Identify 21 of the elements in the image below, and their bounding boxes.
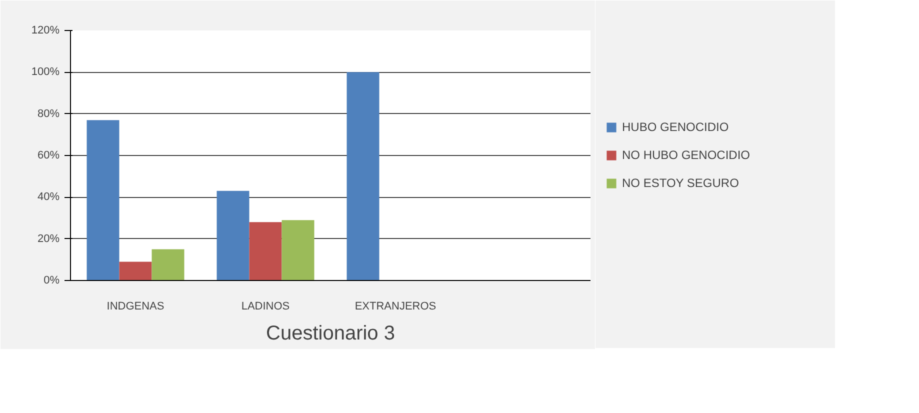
- x-tick-label: LADINOS: [241, 300, 290, 312]
- x-tick-label: INDGENAS: [106, 300, 164, 312]
- bar: [249, 222, 282, 280]
- legend-label: NO HUBO GENOCIDIO: [622, 148, 750, 162]
- bar: [152, 249, 184, 280]
- bar: [119, 262, 152, 280]
- legend-label: NO ESTOY SEGURO: [622, 176, 739, 190]
- x-tick-label: EXTRANJEROS: [354, 300, 436, 312]
- bar: [86, 120, 120, 280]
- bar: [282, 220, 314, 280]
- y-tick-label: 80%: [37, 108, 60, 120]
- y-tick-label: 60%: [37, 150, 60, 162]
- text: Cuestionario 3: [266, 322, 395, 344]
- y-tick-label: 100%: [31, 66, 60, 78]
- y-tick-label: 0%: [44, 274, 60, 286]
- bar: [216, 190, 250, 280]
- y-tick-label: 120%: [31, 24, 60, 36]
- legend-label: HUBO GENOCIDIO: [622, 120, 729, 134]
- y-tick-label: 20%: [37, 232, 60, 245]
- y-tick-label: 40%: [37, 191, 60, 204]
- bar: [346, 72, 380, 280]
